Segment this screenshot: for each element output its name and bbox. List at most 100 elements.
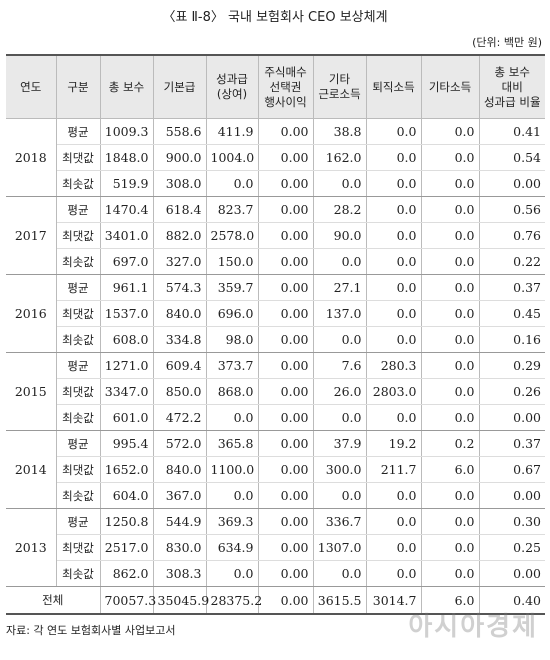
value-cell: 0.0 xyxy=(420,508,480,535)
value-cell: 373.7 xyxy=(205,352,259,379)
data-row: 2017 평균 1470.4 618.4 823.7 0.00 28.2 0.0 0.0 0.56 xyxy=(6,196,545,275)
data-row: 2013 평균 1250.8 544.9 369.3 0.00 336.7 0.0 0.0 0.3… xyxy=(6,508,545,587)
unit-note: (단위: 백만 원) xyxy=(472,36,542,49)
value-cell: 0.25 xyxy=(478,534,545,561)
value-cell: 1009.3 xyxy=(99,118,154,145)
value-cell: 0.0 xyxy=(205,404,259,431)
value-cell: 0.41 xyxy=(478,118,545,145)
value-cell: 0.0 xyxy=(420,274,480,301)
value-cell: 28375.2 xyxy=(205,586,262,615)
row-label: 최댓값 xyxy=(56,456,101,483)
year-cell: 2014 xyxy=(6,430,57,509)
value-cell: 6.0 xyxy=(420,456,480,483)
column-header: 기본급 xyxy=(152,54,207,119)
value-cell: 0.00 xyxy=(257,430,314,457)
value-cell: 0.22 xyxy=(478,248,545,275)
value-cell: 1537.0 xyxy=(99,300,154,327)
value-cell: 1004.0 xyxy=(205,144,259,171)
value-cell: 367.0 xyxy=(152,482,207,509)
source-note: 자료: 각 연도 보험회사별 사업보고서 xyxy=(6,624,176,637)
value-cell: 336.7 xyxy=(312,508,367,535)
value-cell: 472.2 xyxy=(152,404,207,431)
value-cell: 0.0 xyxy=(312,404,367,431)
value-cell: 3014.7 xyxy=(365,586,422,615)
value-cell: 0.40 xyxy=(478,586,545,615)
table-head: 연도 구분 총 보수 기본급 성과급 (상여) 주식매수 선택권 행사이익 기타 근로소득 퇴… xyxy=(6,54,545,119)
value-cell: 1250.8 xyxy=(99,508,154,535)
compensation-table: 연도 구분 총 보수 기본급 성과급 (상여) 주식매수 선택권 행사이익 기타 근로소득 퇴… xyxy=(6,54,545,615)
value-cell: 0.0 xyxy=(365,196,422,223)
value-cell: 0.30 xyxy=(478,508,545,535)
data-row: 최댓값 1848.0 900.0 1004.0 0.00 162.0 0.0 0.0 0.54 xyxy=(6,144,545,171)
value-cell: 1271.0 xyxy=(99,352,154,379)
value-cell: 150.0 xyxy=(205,248,259,275)
value-cell: 608.0 xyxy=(99,326,154,353)
value-cell: 0.00 xyxy=(478,560,545,587)
value-cell: 823.7 xyxy=(205,196,259,223)
value-cell: 0.0 xyxy=(312,170,367,197)
value-cell: 0.0 xyxy=(420,144,480,171)
value-cell: 334.8 xyxy=(152,326,207,353)
value-cell: 0.0 xyxy=(420,248,480,275)
value-cell: 830.0 xyxy=(152,534,207,561)
row-label: 최솟값 xyxy=(56,404,101,431)
data-row: 최댓값 2517.0 830.0 634.9 0.00 1307.0 0.0 0.0 0.25 xyxy=(6,534,545,561)
value-cell: 70057.3 xyxy=(99,586,156,615)
table-title: 〈표 Ⅱ-8〉 국내 보험회사 CEO 보상체계 xyxy=(162,10,388,25)
value-cell: 1652.0 xyxy=(99,456,154,483)
value-cell: 0.0 xyxy=(420,222,480,249)
data-row: 최댓값 3401.0 882.0 2578.0 0.00 90.0 0.0 0.0 0.76 xyxy=(6,222,545,249)
value-cell: 840.0 xyxy=(152,300,207,327)
value-cell: 0.37 xyxy=(478,430,545,457)
value-cell: 3401.0 xyxy=(99,222,154,249)
value-cell: 574.3 xyxy=(152,274,207,301)
value-cell: 0.0 xyxy=(365,508,422,535)
row-label: 최댓값 xyxy=(56,378,101,405)
data-row: 최댓값 3347.0 850.0 868.0 0.00 26.0 2803.0 0.0 0.26 xyxy=(6,378,545,405)
value-cell: 359.7 xyxy=(205,274,259,301)
row-label: 평균 xyxy=(55,196,101,223)
year-cell: 2016 xyxy=(6,274,57,353)
value-cell: 90.0 xyxy=(312,222,367,249)
row-label: 평균 xyxy=(55,430,101,457)
value-cell: 558.6 xyxy=(152,118,207,145)
value-cell: 0.0 xyxy=(365,534,422,561)
row-label: 최솟값 xyxy=(56,482,101,509)
value-cell: 280.3 xyxy=(365,352,422,379)
value-cell: 0.56 xyxy=(478,196,545,223)
value-cell: 0.0 xyxy=(365,248,422,275)
value-cell: 0.0 xyxy=(420,378,480,405)
data-row: 2016 평균 961.1 574.3 359.7 0.00 27.1 0.0 0.0 0.37 xyxy=(6,274,545,353)
value-cell: 0.0 xyxy=(420,170,480,197)
value-cell: 697.0 xyxy=(99,248,154,275)
value-cell: 609.4 xyxy=(152,352,207,379)
value-cell: 3615.5 xyxy=(312,586,367,615)
data-row: 2018 평균 1009.3 558.6 411.9 0.00 38.8 0.0 0.0 0.41 xyxy=(6,118,545,197)
value-cell: 0.0 xyxy=(365,300,422,327)
value-cell: 0.00 xyxy=(257,196,314,223)
column-header: 총 보수 xyxy=(99,54,154,119)
value-cell: 0.00 xyxy=(478,482,545,509)
value-cell: 0.0 xyxy=(365,560,422,587)
value-cell: 0.0 xyxy=(312,248,367,275)
data-row: 최댓값 1537.0 840.0 696.0 0.00 137.0 0.0 0.0 0.45 xyxy=(6,300,545,327)
column-header: 기타 근로소득 xyxy=(312,54,367,119)
table-body: 2018 평균 1009.3 558.6 411.9 0.00 38.8 0.0 0.0 0.41… xyxy=(6,118,545,615)
value-cell: 0.0 xyxy=(420,118,480,145)
value-cell: 0.00 xyxy=(257,404,314,431)
row-label: 최댓값 xyxy=(56,300,101,327)
value-cell: 308.3 xyxy=(152,560,207,587)
value-cell: 1100.0 xyxy=(205,456,259,483)
total-row: 전체 70057.3 35045.9 28375.2 0.00 3615.5 3014.7 6… xyxy=(6,586,545,615)
column-header: 퇴직소득 xyxy=(365,54,422,119)
value-cell: 0.0 xyxy=(365,326,422,353)
value-cell: 840.0 xyxy=(152,456,207,483)
value-cell: 0.0 xyxy=(365,222,422,249)
value-cell: 0.54 xyxy=(478,144,545,171)
row-label: 최댓값 xyxy=(56,144,101,171)
value-cell: 28.2 xyxy=(312,196,367,223)
value-cell: 6.0 xyxy=(420,586,480,615)
value-cell: 0.00 xyxy=(257,326,314,353)
value-cell: 0.00 xyxy=(478,170,545,197)
